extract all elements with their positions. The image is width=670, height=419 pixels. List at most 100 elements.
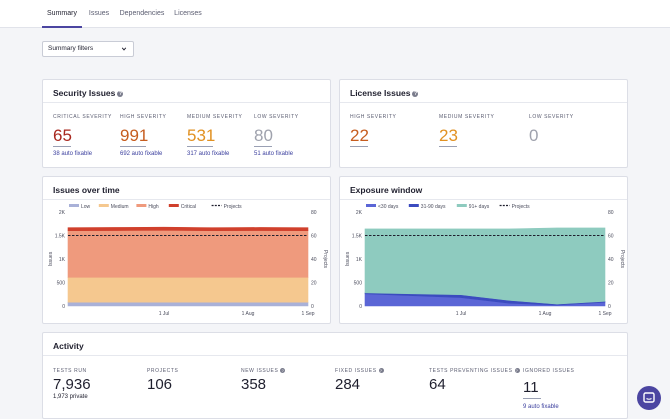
area-series [67,301,309,307]
projects-value: 106 [147,376,173,393]
tests-preventing-issues-value: 64 [429,376,446,393]
tests-run-label: TESTS RUN [53,368,87,374]
exposure-window-title: Exposure window [350,185,423,195]
chat-icon [643,392,655,403]
y-tick-label: 0 [62,304,65,310]
y-tick-label: 0 [359,304,362,310]
y2-axis-label: Projects [322,250,328,269]
card-divider [43,199,330,200]
issues-over-time-card: Issues over time Low Medium High Critical Pr… [42,176,331,324]
license-issues-title: License Issues? [350,88,419,98]
help-circle-icon[interactable]: ? [412,91,419,97]
tab-dependencies[interactable]: Dependencies [119,10,165,17]
help-circle-icon[interactable]: ? [280,368,286,373]
y2-tick-label: 60 [608,234,614,240]
high-underline [120,146,146,147]
critical-underline [53,146,71,147]
ignored-auto-fixable-link[interactable]: 9 auto fixable [523,404,559,410]
security-issues-title: Security Issues? [53,88,124,98]
y2-tick-label: 20 [608,281,614,287]
license-high-underline [350,146,368,147]
y2-tick-label: 80 [311,210,317,216]
fixed-issues-value: 284 [335,376,361,393]
y2-tick-label: 40 [311,257,317,263]
summary-filters-dropdown[interactable]: Summary filters [42,41,134,57]
activity-title: Activity [53,341,84,351]
medium-severity-value[interactable]: 531 [187,126,216,145]
license-low-severity-value[interactable]: 0 [529,126,539,145]
y-tick-label: 1.5K [55,234,66,240]
legend-swatch [456,204,467,207]
new-issues-label-text: NEW ISSUES [241,368,279,374]
legend-label: Projects [224,204,243,210]
area-series [67,229,309,278]
legend-swatch [408,204,419,207]
legend-swatch [98,204,109,207]
legend-label: 31-90 days [421,204,446,210]
legend-label: <30 days [378,204,399,210]
exposure-window-chart: <30 days 31-90 days 91+ days Projects 2K 1.5K… [345,204,625,317]
tab-bar: Summary Issues Dependencies Licenses [0,0,670,28]
tests-run-private: 1,973 private [53,394,88,400]
y-tick-label: 500 [57,281,66,287]
y2-axis-label: Projects [619,250,625,269]
license-medium-underline [439,146,457,147]
y2-tick-label: 0 [311,304,314,310]
tests-run-value: 7,936 [53,376,91,393]
low-underline [254,146,272,147]
help-circle-icon[interactable]: ? [117,91,124,97]
y-axis-label: Issues [345,251,351,266]
y-tick-label: 500 [354,281,363,287]
issues-over-time-title: Issues over time [53,185,120,195]
help-circle-icon[interactable]: ? [378,368,384,373]
ignored-underline [523,398,541,399]
exposure-window-card: Exposure window <30 days 31-90 days 91+ da… [339,176,628,324]
chat-button[interactable] [637,386,661,410]
low-severity-value[interactable]: 80 [254,126,273,145]
license-low-severity-label: LOW SEVERITY [529,114,574,120]
activity-card: Activity TESTS RUN 7,936 1,973 private P… [42,332,628,419]
y-tick-label: 1K [356,257,363,263]
license-issues-card: License Issues? HIGH SEVERITY 22 MEDIUM … [339,79,628,168]
tab-issues[interactable]: Issues [88,10,110,17]
license-high-severity-value[interactable]: 22 [350,126,369,145]
area-series [67,226,309,232]
security-issues-title-text: Security Issues [53,88,116,98]
high-severity-label: HIGH SEVERITY [120,114,167,120]
tests-preventing-issues-label-text: TESTS PREVENTING ISSUES [429,368,513,374]
low-severity-label: LOW SEVERITY [254,114,299,120]
ignored-issues-value[interactable]: 11 [523,379,539,396]
license-medium-severity-value[interactable]: 23 [439,126,458,145]
card-divider [340,102,627,103]
ignored-issues-label: IGNORED ISSUES [523,368,575,374]
x-tick-label: 1 Sep [598,311,611,317]
tab-summary[interactable]: Summary [42,10,82,28]
tests-preventing-issues-label: TESTS PREVENTING ISSUES? [429,368,520,374]
x-tick-label: 1 Jul [159,311,170,317]
chevron-down-icon [121,47,127,51]
projects-label: PROJECTS [147,368,179,374]
critical-severity-value[interactable]: 65 [53,126,72,145]
medium-auto-fixable-link[interactable]: 317 auto fixable [187,151,230,157]
help-circle-icon[interactable]: ? [514,368,520,373]
summary-filters-label: Summary filters [48,45,94,52]
issues-over-time-chart: Low Medium High Critical Projects 2K 1.5K 1K 500… [48,204,328,317]
critical-severity-label: CRITICAL SEVERITY [53,114,112,120]
low-auto-fixable-link[interactable]: 51 auto fixable [254,151,294,157]
security-issues-card: Security Issues? CRITICAL SEVERITY 65 38… [42,79,331,168]
high-severity-value[interactable]: 991 [120,126,149,145]
y-tick-label: 1K [59,257,66,263]
medium-underline [187,146,213,147]
tab-licenses[interactable]: Licenses [174,10,202,17]
legend-label: Low [81,204,91,210]
y2-tick-label: 40 [608,257,614,263]
legend-swatch [69,204,79,207]
card-divider [340,199,627,200]
high-auto-fixable-link[interactable]: 692 auto fixable [120,151,163,157]
y-tick-label: 2K [356,210,363,216]
critical-auto-fixable-link[interactable]: 38 auto fixable [53,151,93,157]
license-high-severity-label: HIGH SEVERITY [350,114,397,120]
x-tick-label: 1 Aug [539,311,552,317]
y-axis-label: Issues [48,251,54,266]
y2-tick-label: 0 [608,304,611,310]
